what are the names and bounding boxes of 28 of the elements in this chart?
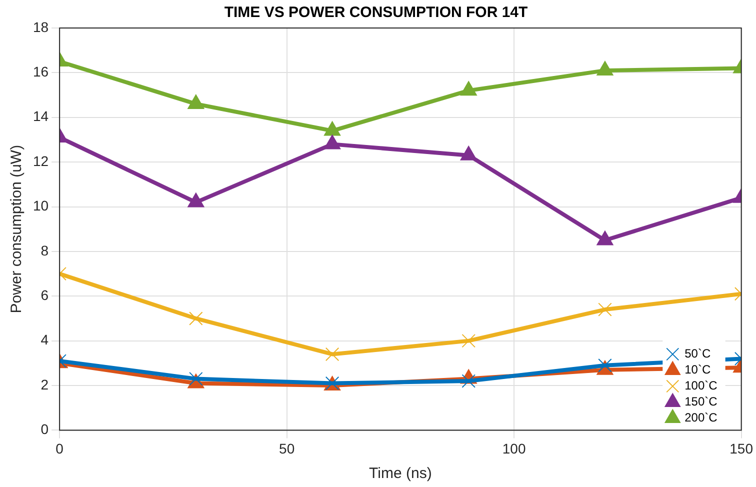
y-tick-label: 0 (40, 421, 49, 438)
point (460, 146, 477, 160)
y-tick-label: 14 (32, 108, 49, 124)
y-tick-label: 6 (40, 286, 49, 303)
y-tick-label: 12 (32, 152, 49, 169)
y-tick-label: 2 (40, 376, 49, 392)
x-tick-label: 100 (502, 440, 526, 456)
y-tick-label: 8 (40, 242, 49, 258)
x-tick-label: 150 (730, 440, 754, 456)
point (460, 81, 477, 96)
legend-label: 100`C (684, 378, 718, 393)
y-tick-label: 16 (32, 64, 49, 80)
y-tick-label: 4 (40, 332, 49, 348)
y-tick-label: 18 (32, 18, 49, 35)
point (325, 347, 340, 362)
legend-label: 200`C (684, 410, 718, 425)
x-tick-label: 50 (279, 440, 295, 456)
legend-label: 10`C (684, 362, 711, 377)
y-tick-label: 10 (32, 198, 49, 214)
legend-label: 150`C (684, 394, 718, 409)
legend-label: 50`C (684, 346, 711, 361)
chart-title: TIME VS POWER CONSUMPTION FOR 14T (224, 4, 528, 22)
x-axis-title: Time (ns) (369, 465, 432, 482)
point (324, 121, 341, 136)
x-tick-label: 0 (56, 440, 64, 456)
point (324, 134, 341, 150)
point (462, 334, 476, 348)
y-axis-title: Power consumption (uW) (8, 144, 26, 314)
